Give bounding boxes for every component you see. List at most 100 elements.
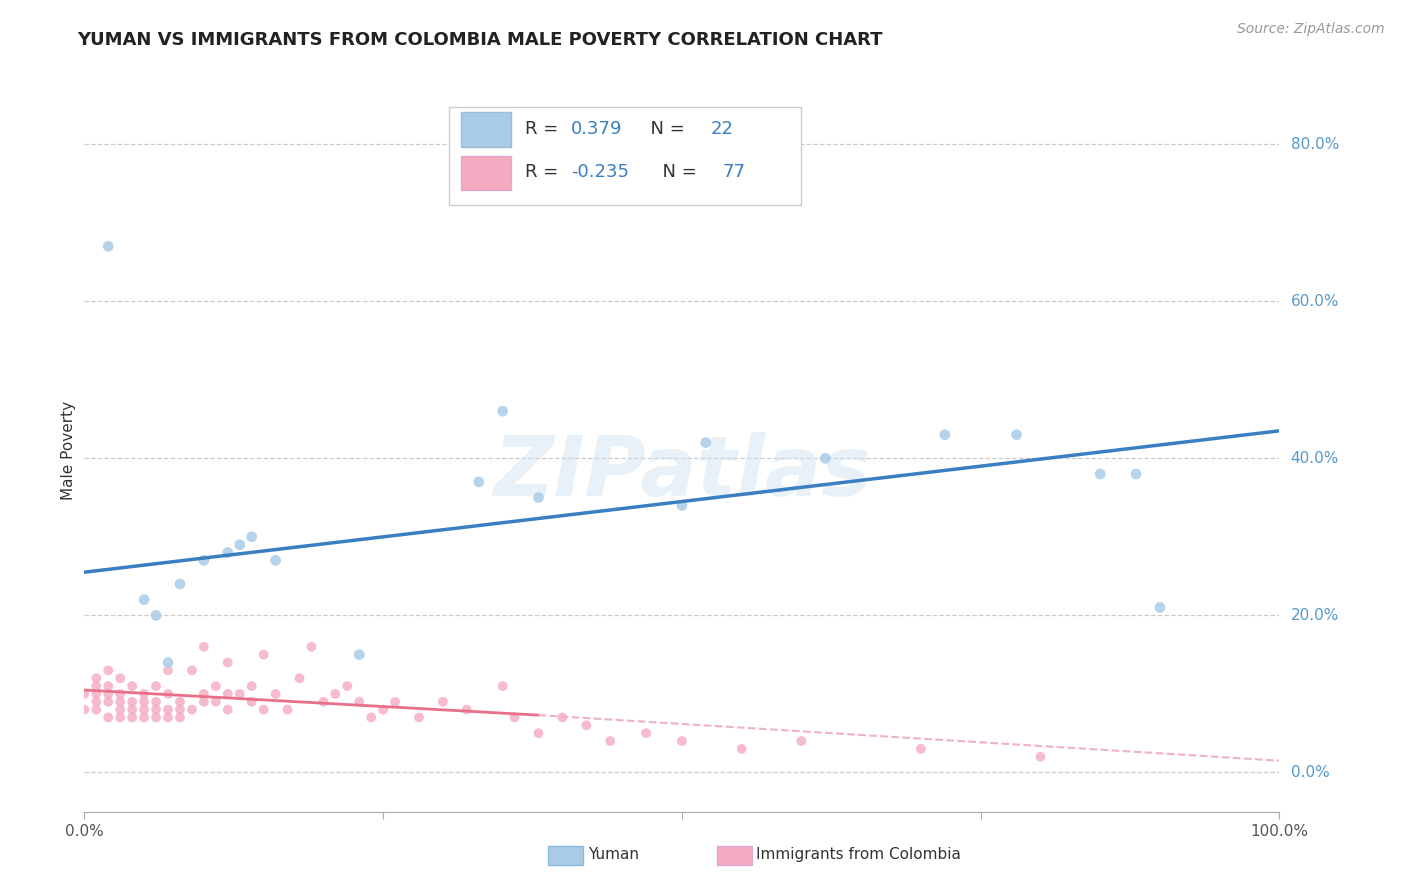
Point [97, 695, 120, 709]
Point [132, 710, 156, 724]
Point [527, 726, 550, 740]
Text: 22: 22 [710, 120, 734, 138]
Point [121, 710, 143, 724]
Text: 77: 77 [723, 163, 745, 181]
Point [217, 545, 239, 559]
Point [301, 640, 323, 654]
Point [575, 718, 598, 732]
Text: -0.235: -0.235 [571, 163, 628, 181]
Point [1125, 467, 1147, 481]
Point [145, 703, 167, 717]
Point [121, 679, 143, 693]
Point [205, 695, 228, 709]
Point [86, 687, 108, 701]
Point [110, 671, 132, 685]
Point [193, 695, 215, 709]
Point [132, 703, 156, 717]
Point [373, 703, 395, 717]
Point [193, 640, 215, 654]
Point [73, 703, 96, 717]
Point [110, 687, 132, 701]
Point [1005, 427, 1028, 442]
Point [264, 553, 287, 567]
Point [121, 703, 143, 717]
Point [145, 695, 167, 709]
Point [325, 687, 347, 701]
Point [695, 435, 717, 450]
Point [110, 703, 132, 717]
Point [110, 695, 132, 709]
Point [1029, 749, 1052, 764]
Point [86, 695, 108, 709]
Point [636, 726, 658, 740]
Point [145, 679, 167, 693]
Point [97, 664, 120, 678]
Point [132, 592, 156, 607]
Text: R =: R = [526, 120, 564, 138]
Point [910, 742, 932, 756]
Text: 20.0%: 20.0% [1291, 607, 1339, 623]
Point [468, 475, 491, 489]
Point [97, 687, 120, 701]
Point [145, 608, 167, 623]
Point [1149, 600, 1171, 615]
Point [181, 703, 204, 717]
Point [527, 491, 550, 505]
Point [86, 679, 108, 693]
Point [934, 427, 956, 442]
Point [312, 695, 335, 709]
Point [132, 687, 156, 701]
Point [157, 710, 180, 724]
Point [121, 695, 143, 709]
Point [145, 710, 167, 724]
Point [456, 703, 478, 717]
Point [288, 671, 311, 685]
Text: 60.0%: 60.0% [1291, 293, 1339, 309]
Point [169, 703, 191, 717]
Point [790, 734, 813, 748]
Text: Yuman: Yuman [588, 847, 638, 862]
Text: YUMAN VS IMMIGRANTS FROM COLOMBIA MALE POVERTY CORRELATION CHART: YUMAN VS IMMIGRANTS FROM COLOMBIA MALE P… [77, 31, 883, 49]
Point [253, 703, 276, 717]
Text: R =: R = [526, 163, 564, 181]
Text: 0.379: 0.379 [571, 120, 623, 138]
Point [205, 679, 228, 693]
Y-axis label: Male Poverty: Male Poverty [60, 401, 76, 500]
Point [110, 710, 132, 724]
Point [731, 742, 754, 756]
Point [264, 687, 287, 701]
FancyBboxPatch shape [461, 112, 510, 147]
Point [181, 664, 204, 678]
Point [217, 656, 239, 670]
Point [229, 538, 252, 552]
FancyBboxPatch shape [449, 107, 801, 205]
Point [671, 499, 693, 513]
Text: 0.0%: 0.0% [1291, 765, 1329, 780]
Point [193, 553, 215, 567]
Text: Immigrants from Colombia: Immigrants from Colombia [756, 847, 962, 862]
Point [277, 703, 299, 717]
Point [169, 710, 191, 724]
Point [240, 679, 263, 693]
Point [157, 687, 180, 701]
Point [97, 679, 120, 693]
Point [240, 695, 263, 709]
Point [73, 687, 96, 701]
Point [86, 671, 108, 685]
Point [229, 687, 252, 701]
Point [217, 703, 239, 717]
Point [132, 695, 156, 709]
Point [157, 703, 180, 717]
Text: 80.0%: 80.0% [1291, 136, 1339, 152]
Point [97, 710, 120, 724]
Text: N =: N = [638, 120, 690, 138]
Point [492, 404, 515, 418]
Point [253, 648, 276, 662]
Point [503, 710, 526, 724]
Text: 40.0%: 40.0% [1291, 450, 1339, 466]
Point [217, 687, 239, 701]
Point [240, 530, 263, 544]
Point [157, 656, 180, 670]
Point [169, 695, 191, 709]
Text: ZIPatlas: ZIPatlas [494, 432, 870, 513]
